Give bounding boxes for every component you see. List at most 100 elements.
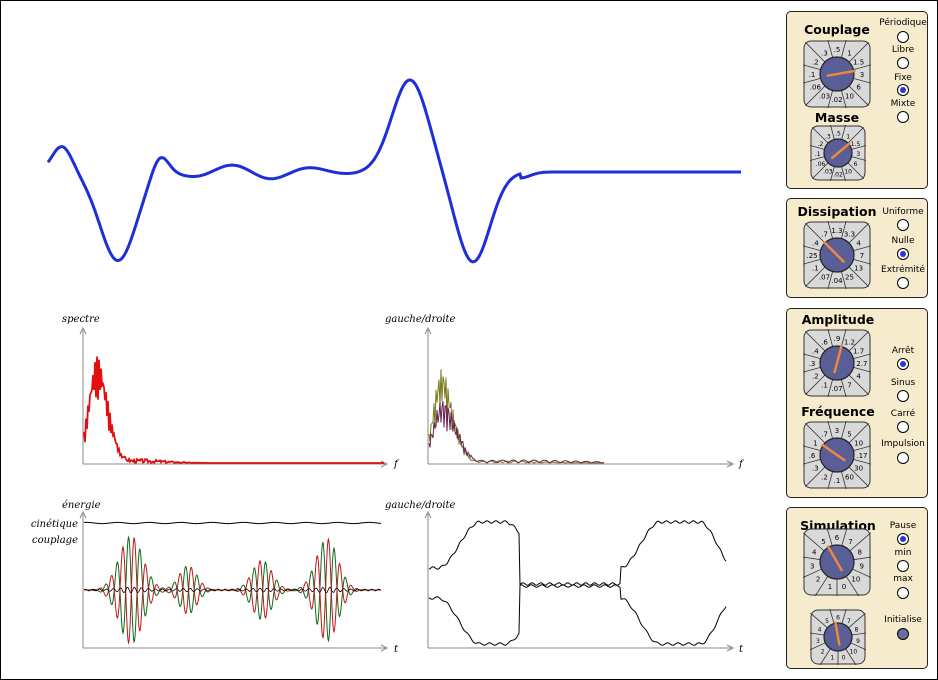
- dial-tick-label: 1.5: [851, 141, 861, 148]
- initialise-button[interactable]: [897, 628, 909, 640]
- dial-tick-label: 1: [813, 440, 817, 448]
- dial-tick-label: .7: [821, 230, 828, 238]
- mass-dial[interactable]: .5 11.5 3 610.02.03.06 .1 .2.3: [810, 125, 866, 181]
- dial-tick-label: .1: [815, 151, 821, 158]
- spectrum-label: spectre: [62, 314, 100, 325]
- frequency-title: Fréquence: [801, 404, 875, 419]
- dial-tick-label: 4: [812, 549, 817, 557]
- dial-tick-label: 3.3: [844, 230, 855, 238]
- lr-top-label: gauche/droite: [385, 314, 456, 325]
- coupling-option-periodic-radio[interactable]: [897, 31, 909, 43]
- dial-tick-label: .7: [821, 430, 828, 438]
- simulation-option-pause-radio[interactable]: [897, 533, 909, 545]
- amplitude-option-stop-radio[interactable]: [897, 358, 909, 370]
- dial-tick-label: 25: [845, 274, 854, 282]
- simulation-panel: Simulation 6 7 8 9 10 0 1 2 3 4 5 6 7 8 9 10 0 1 2 3 4 5 Pau…: [786, 507, 928, 669]
- dial-tick-label: 3: [835, 427, 839, 435]
- dissipation-option-uniform-radio[interactable]: [897, 219, 909, 231]
- dial-tick-label: 3: [810, 563, 814, 571]
- simulation-option-max-radio[interactable]: [897, 587, 909, 599]
- plot-area: spectre f gauche/droite f énergie cinéti…: [31, 78, 745, 655]
- coupling-option-mixed-label: Mixte: [890, 99, 916, 109]
- dial-tick-label: .5: [835, 131, 841, 138]
- energy-baseline-curve: [83, 586, 382, 594]
- dissipation-panel: Dissipation 1.3 3.3 4 7 13 25.04.07.1.25.4.7 …: [786, 198, 928, 298]
- dial-tick-label: 8: [857, 549, 861, 557]
- amplitude-option-square-label: Carré: [890, 409, 916, 419]
- amplitude-title: Amplitude: [801, 312, 875, 327]
- dial-tick-label: 10: [844, 169, 852, 176]
- dial-tick-label: .06: [816, 161, 826, 168]
- coupling-option-mixed-radio[interactable]: [897, 111, 909, 123]
- dial-tick-label: 13: [854, 264, 863, 272]
- simulation-speed-dial[interactable]: 6 78 9 10 0 123 45: [803, 528, 871, 596]
- dial-tick-label: .2: [812, 59, 819, 67]
- dial-tick-label: .6: [821, 338, 828, 346]
- dial-tick-label: .04: [831, 277, 843, 285]
- dial-tick-label: .4: [812, 348, 819, 356]
- dial-tick-label: 1.3: [831, 227, 842, 235]
- dial-tick-label: .06: [810, 83, 822, 91]
- dial-tick-label: 5: [821, 538, 825, 546]
- amplitude-option-sine-radio[interactable]: [897, 390, 909, 402]
- spectrum-curve: [83, 356, 384, 465]
- dial-tick-label: 6: [854, 161, 858, 168]
- coupling-mass-panel: Couplage .5 1 1.5 3 6 10.02.03.06.1.2.3 Masse…: [786, 11, 928, 189]
- energy-y-arrow: [79, 510, 87, 519]
- energy-coupling-label: couplage: [32, 535, 78, 546]
- dial-tick-label: .02: [833, 171, 843, 178]
- dial-tick-label: 7: [848, 538, 852, 546]
- dissipation-option-end-radio[interactable]: [897, 277, 909, 289]
- amplitude-dial[interactable]: .9 1.2 1.7 2.7 47 .07.1.2 .3 .4.6: [803, 329, 871, 397]
- dial-tick-label: 3: [856, 151, 860, 158]
- dial-tick-label: 9: [859, 563, 863, 571]
- dial-tick-label: 5: [847, 430, 851, 438]
- amplitude-option-square-radio[interactable]: [897, 421, 909, 433]
- dissipation-option-end-label: Extrémité: [881, 265, 925, 275]
- dial-tick-label: .1: [809, 71, 816, 79]
- dial-tick-label: 7: [860, 252, 864, 260]
- simulation-option-pause-label: Pause: [889, 521, 917, 531]
- mass-title: Masse: [814, 110, 860, 125]
- coupling-option-fixed-radio[interactable]: [897, 84, 909, 96]
- simulation-option-min-radio[interactable]: [897, 560, 909, 572]
- dial-tick-label: 6: [856, 83, 861, 91]
- dial-tick-label: 1.7: [853, 348, 864, 356]
- dial-tick-label: 2: [821, 648, 825, 655]
- coupling-option-free-label: Libre: [891, 45, 915, 55]
- dial-tick-label: 2: [816, 575, 820, 583]
- energy-plot: énergie cinétique couplage t: [31, 500, 399, 655]
- dial-tick-label: .3: [809, 360, 816, 368]
- simulation-initialise-dial[interactable]: 6 78 9 10 0 123 45: [810, 609, 866, 665]
- dial-tick-label: 4: [818, 627, 822, 634]
- dissipation-title: Dissipation: [797, 204, 877, 219]
- energy-kinetic-label: cinétique: [31, 519, 78, 530]
- chain-wave-curve: [46, 78, 741, 264]
- dial-tick-label: .3: [812, 464, 819, 472]
- coupling-option-free-radio[interactable]: [897, 57, 909, 69]
- lr-bottom-axis-label: t: [739, 644, 744, 655]
- dial-tick-label: .07: [831, 385, 842, 393]
- coupling-option-periodic-label: Périodique: [879, 18, 927, 28]
- dial-tick-label: 10: [854, 440, 863, 448]
- dial-tick-label: .03: [823, 169, 833, 176]
- dial-tick-label: 4: [856, 372, 861, 380]
- lr-bottom-label: gauche/droite: [385, 500, 456, 511]
- dial-tick-label: 1.5: [853, 59, 864, 67]
- amplitude-option-impulse-radio[interactable]: [897, 452, 909, 464]
- dial-tick-label: .1: [821, 382, 828, 390]
- simulation-option-max-label: max: [893, 574, 913, 584]
- dial-tick-label: 8: [855, 627, 859, 634]
- dial-tick-label: .07: [819, 274, 830, 282]
- dial-tick-label: 10: [851, 575, 860, 583]
- coupling-dial[interactable]: .5 11.5 3 610.02.03 .06 .1 .2.3: [803, 40, 871, 108]
- spectrum-plot: spectre f: [62, 314, 400, 470]
- dissipation-option-none-radio[interactable]: [897, 248, 909, 260]
- dial-tick-label: 4: [856, 240, 861, 248]
- dial-tick-label: .1: [812, 264, 819, 272]
- dial-tick-label: 10: [845, 93, 854, 101]
- dial-tick-label: .3: [825, 133, 831, 140]
